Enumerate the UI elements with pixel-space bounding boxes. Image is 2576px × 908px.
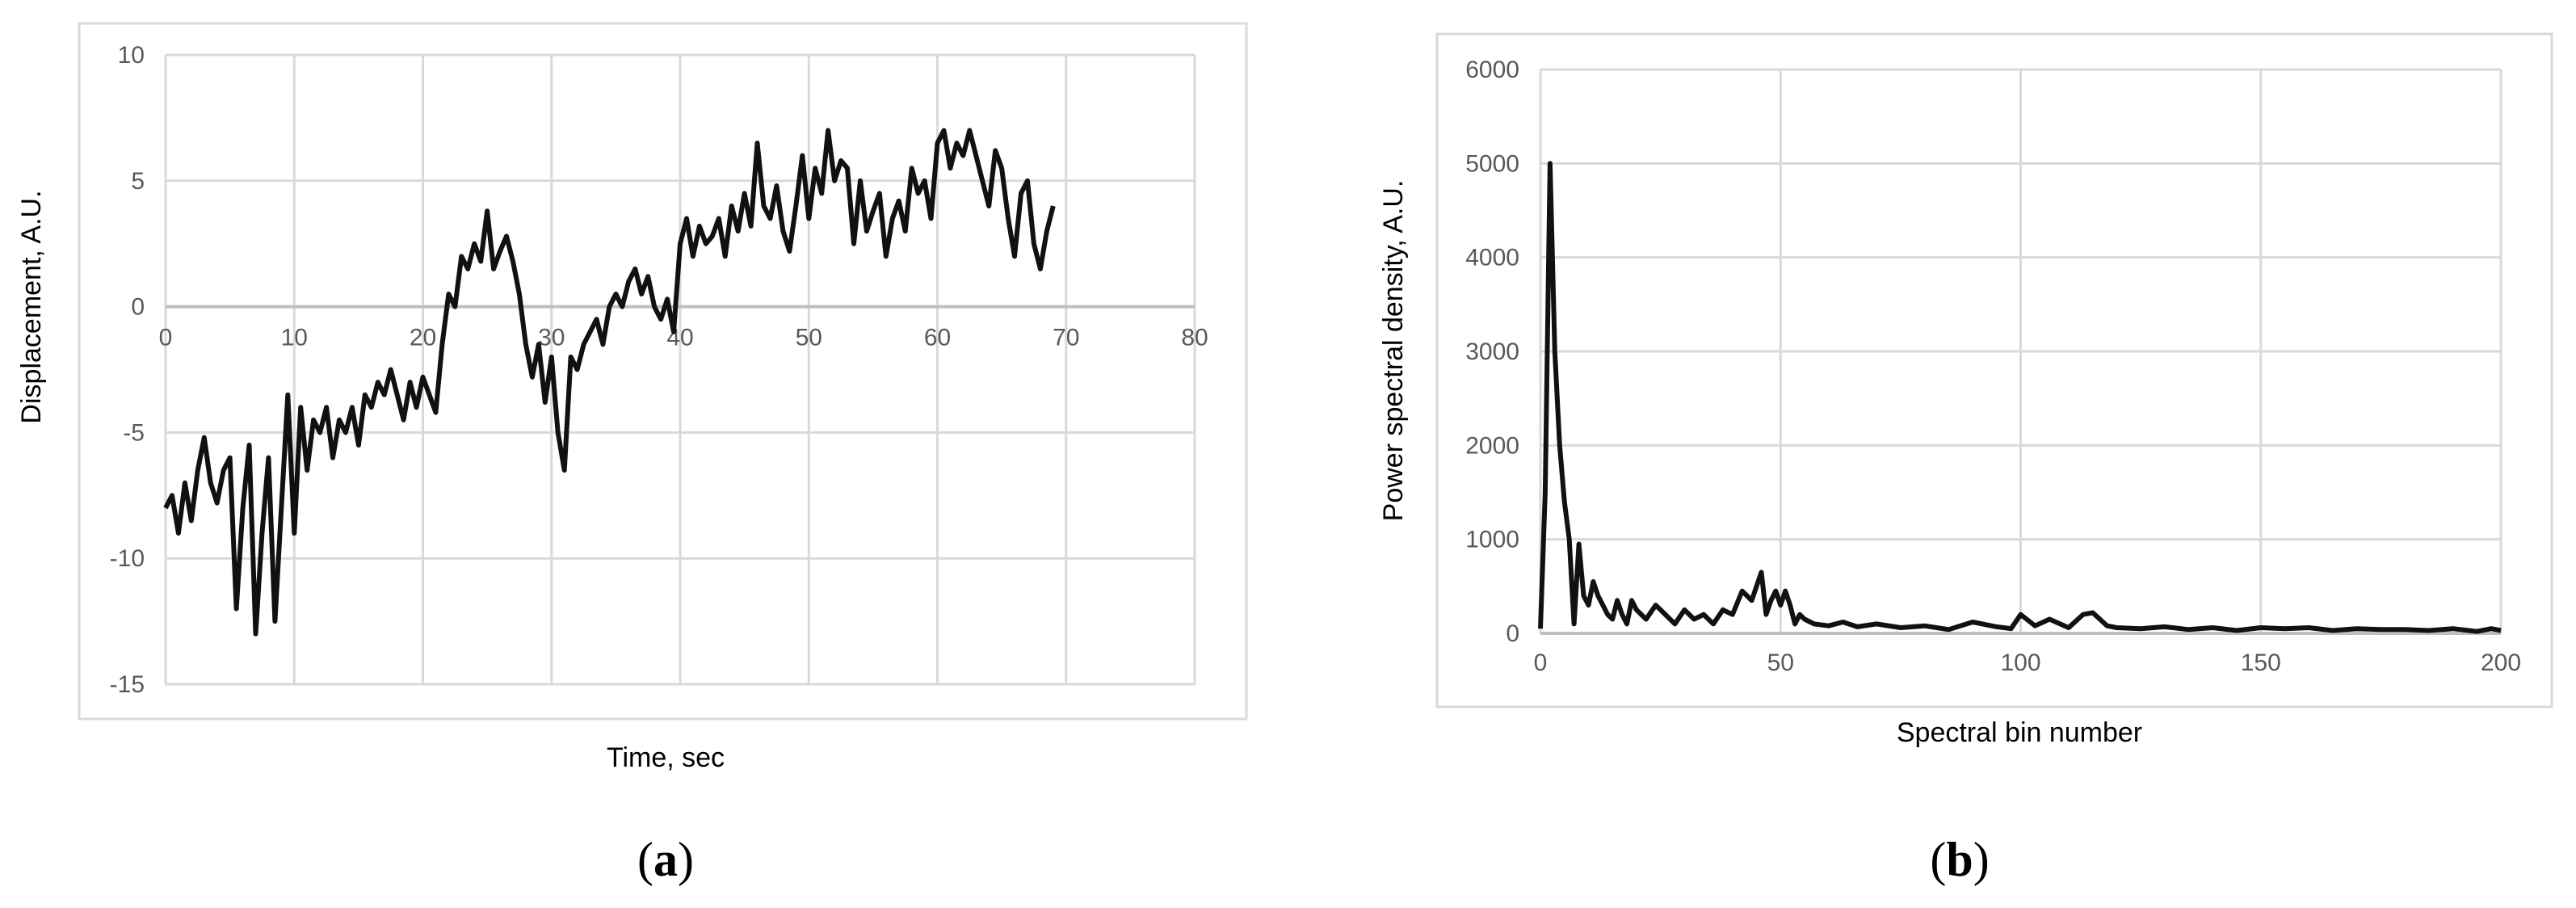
chart-a-x-tick-label: 60 [924, 325, 951, 351]
chart-a-y-tick-label: 5 [131, 168, 145, 195]
chart-b-y-tick-label: 1000 [1465, 527, 1519, 553]
chart-b-x-tick-label: 50 [1767, 649, 1794, 676]
chart-a-x-tick-label: 0 [159, 325, 173, 351]
chart-a-x-tick-labels: 0 10 20 30 40 50 60 70 80 [159, 325, 1208, 351]
chart-a-y-axis-label: Displacement, A.U. [16, 190, 47, 423]
chart-a-x-tick-label: 10 [281, 325, 308, 351]
chart-a-y-tick-label: -5 [123, 419, 145, 446]
chart-b-panel-label: (b) [1930, 833, 1989, 886]
chart-b-series-line [1538, 161, 2502, 634]
chart-b-x-tick-labels: 0 50 100 150 200 [1534, 649, 2521, 676]
chart-a-series-line [163, 128, 1056, 637]
chart-a-x-tick-label: 20 [410, 325, 436, 351]
chart-a-x-tick-label: 80 [1181, 325, 1208, 351]
chart-a-x-tick-label: 50 [796, 325, 822, 351]
chart-b-y-tick-label: 4000 [1465, 245, 1519, 271]
chart-b-x-tick-label: 200 [2481, 649, 2521, 676]
chart-a-y-tick-label: -15 [110, 671, 145, 698]
chart-a-panel-letter: a [653, 833, 678, 886]
chart-b-y-tick-labels: 0 1000 2000 3000 4000 5000 6000 [1465, 57, 1519, 647]
chart-a-x-axis-label: Time, sec [607, 742, 725, 773]
chart-b-panel-letter: b [1946, 833, 1973, 886]
chart-b-y-tick-label: 5000 [1465, 150, 1519, 177]
chart-b-x-tick-label: 100 [2000, 649, 2040, 676]
chart-b-y-tick-label: 3000 [1465, 338, 1519, 365]
chart-a-panel-label: (a) [637, 833, 694, 886]
chart-b-frame [1435, 32, 2553, 708]
chart-b-y-axis-label: Power spectral density, A.U. [1378, 180, 1409, 522]
chart-b-y-tick-label: 2000 [1465, 432, 1519, 459]
chart-b-x-axis-label: Spectral bin number [1897, 717, 2142, 748]
chart-a-y-tick-label: 10 [118, 42, 145, 69]
chart-a-y-tick-labels: -15 -10 -5 0 5 10 [110, 42, 145, 698]
chart-b-gridlines [1539, 68, 2502, 635]
chart-a-x-tick-label: 30 [538, 325, 565, 351]
chart-b-y-tick-label: 6000 [1465, 57, 1519, 83]
chart-b-x-tick-label: 0 [1534, 649, 1548, 676]
chart-a-y-tick-label: 0 [131, 294, 145, 321]
chart-b-x-tick-label: 150 [2241, 649, 2281, 676]
chart-b-y-tick-label: 0 [1506, 620, 1519, 647]
chart-b: 0 1000 2000 3000 4000 5000 6000 0 50 100 150 200 P… [1378, 32, 2553, 886]
chart-a-y-tick-label: -10 [110, 545, 145, 572]
chart-a-x-tick-label: 70 [1053, 325, 1079, 351]
